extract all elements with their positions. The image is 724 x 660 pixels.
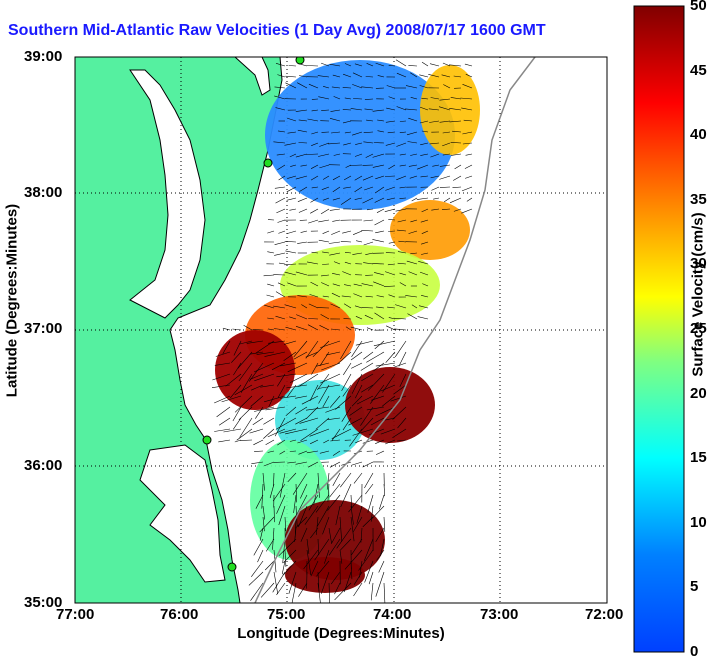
y-tick-label: 38:00 <box>24 184 62 201</box>
y-axis-label: Latitude (Degrees:Minutes) <box>4 201 21 401</box>
colorbar-tick-label: 45 <box>690 62 707 79</box>
colorbar-tick-label: 0 <box>690 643 698 660</box>
y-tick-label: 39:00 <box>24 48 62 65</box>
colorbar-tick-label: 20 <box>690 385 707 402</box>
x-tick-label: 77:00 <box>56 606 94 623</box>
x-tick-label: 76:00 <box>160 606 198 623</box>
colorbar <box>634 6 684 652</box>
x-axis-label: Longitude (Degrees:Minutes) <box>75 625 607 642</box>
radar-station <box>228 563 236 571</box>
colorbar-tick-label: 15 <box>690 449 707 466</box>
colorbar-label: Surface Velocity (cm/s) <box>690 195 707 395</box>
y-tick-label: 37:00 <box>24 320 62 337</box>
x-tick-label: 74:00 <box>373 606 411 623</box>
colorbar-tick-label: 10 <box>690 514 707 531</box>
radar-station <box>264 159 272 167</box>
colorbar-tick-label: 25 <box>690 320 707 337</box>
radar-station <box>203 436 211 444</box>
colorbar-tick-label: 50 <box>690 0 707 14</box>
y-tick-label: 36:00 <box>24 457 62 474</box>
colorbar-tick-label: 35 <box>690 191 707 208</box>
colorbar-tick-label: 5 <box>690 578 698 595</box>
x-tick-label: 75:00 <box>267 606 305 623</box>
x-tick-label: 73:00 <box>480 606 518 623</box>
colorbar-tick-label: 30 <box>690 255 707 272</box>
colorbar-tick-label: 40 <box>690 126 707 143</box>
x-tick-label: 72:00 <box>585 606 623 623</box>
